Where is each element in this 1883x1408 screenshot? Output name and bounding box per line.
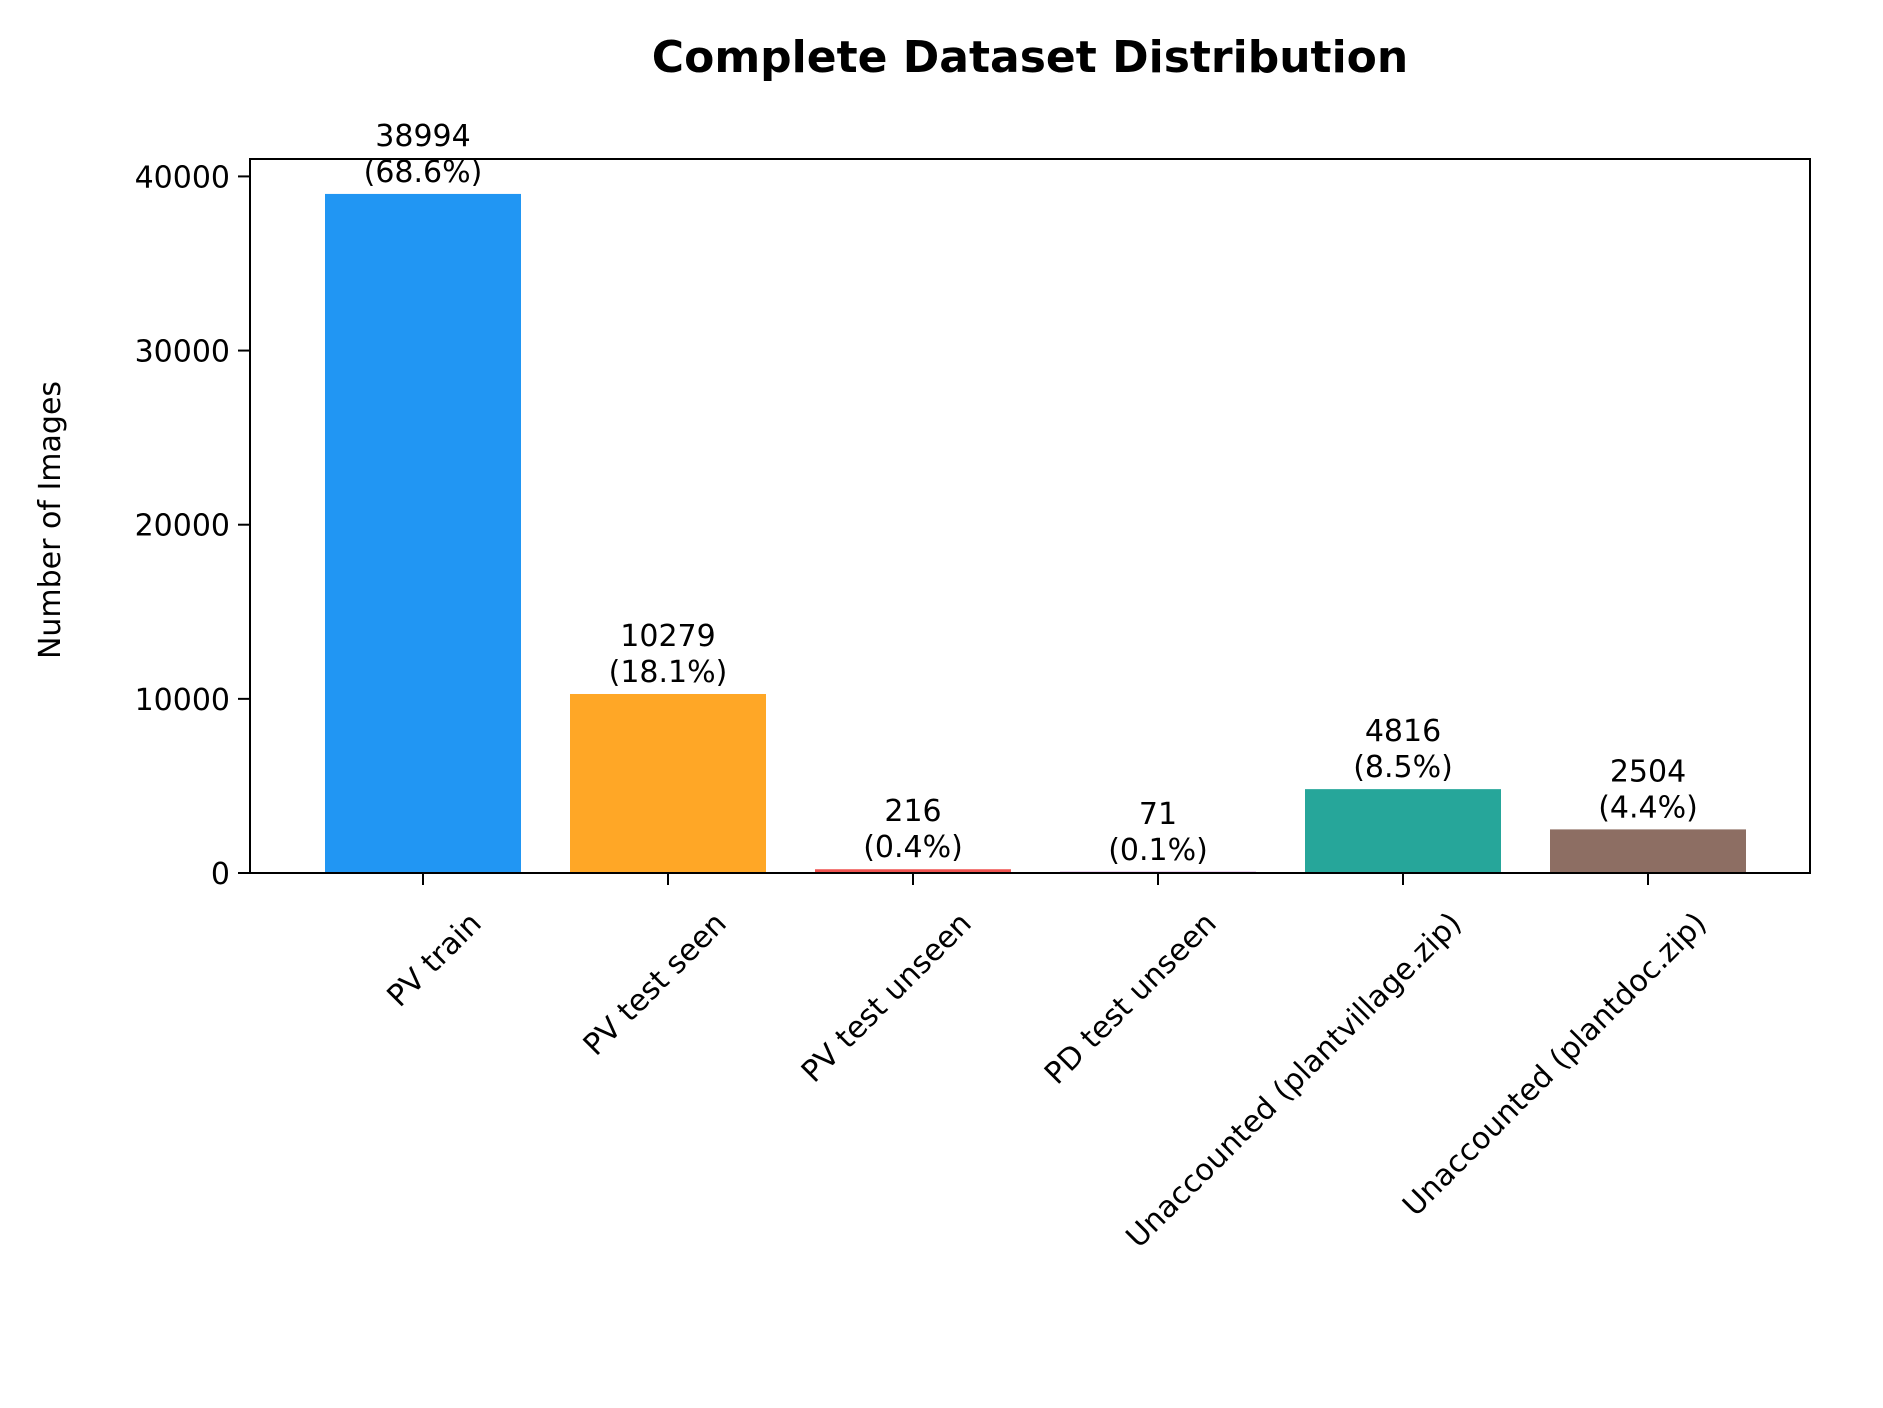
bar-3	[815, 869, 1011, 873]
bar-percent-label: (0.4%)	[863, 830, 963, 865]
bar-value-label: 4816	[1365, 714, 1441, 749]
y-axis-label: Number of Images	[33, 381, 68, 659]
bar-2	[570, 693, 766, 873]
bar-value-label: 216	[884, 794, 941, 829]
chart-title: Complete Dataset Distribution	[652, 32, 1408, 83]
bar-percent-label: (0.1%)	[1108, 833, 1208, 868]
y-axis-ticks: 0 10000 20000 30000 40000	[135, 160, 250, 892]
y-tick-label: 10000	[135, 683, 230, 718]
bar-percent-label: (8.5%)	[1353, 750, 1453, 785]
x-tick-label: PV test unseen	[795, 906, 979, 1090]
bar-percent-label: (4.4%)	[1598, 790, 1698, 825]
plot-frame	[249, 158, 1811, 874]
bar-labels-group: (68.6%)38994 (18.1%)10279 (0.4%)216 (0.1%)7…	[364, 119, 1698, 868]
bar-value-label: 2504	[1610, 754, 1686, 789]
x-tick-label: PD test unseen	[1038, 906, 1224, 1092]
bars-group	[325, 193, 1746, 873]
bar-value-label: 10279	[620, 619, 715, 654]
x-axis-ticks: PV train PV test seen PV test unseen PD tes…	[380, 873, 1714, 1255]
bar-1	[325, 193, 521, 873]
x-tick-label: PV train	[380, 906, 488, 1014]
bar-value-label: 71	[1139, 797, 1177, 832]
bar-percent-label: (68.6%)	[364, 155, 483, 190]
y-tick-label: 20000	[135, 509, 230, 544]
y-tick-label: 0	[211, 857, 230, 892]
bar-5	[1305, 789, 1501, 873]
y-tick-label: 40000	[135, 160, 230, 195]
x-tick-label: PV test seen	[577, 906, 734, 1063]
bar-6	[1550, 829, 1746, 873]
bar-value-label: 38994	[375, 119, 470, 154]
y-tick-label: 30000	[135, 335, 230, 370]
bar-percent-label: (18.1%)	[609, 655, 728, 690]
